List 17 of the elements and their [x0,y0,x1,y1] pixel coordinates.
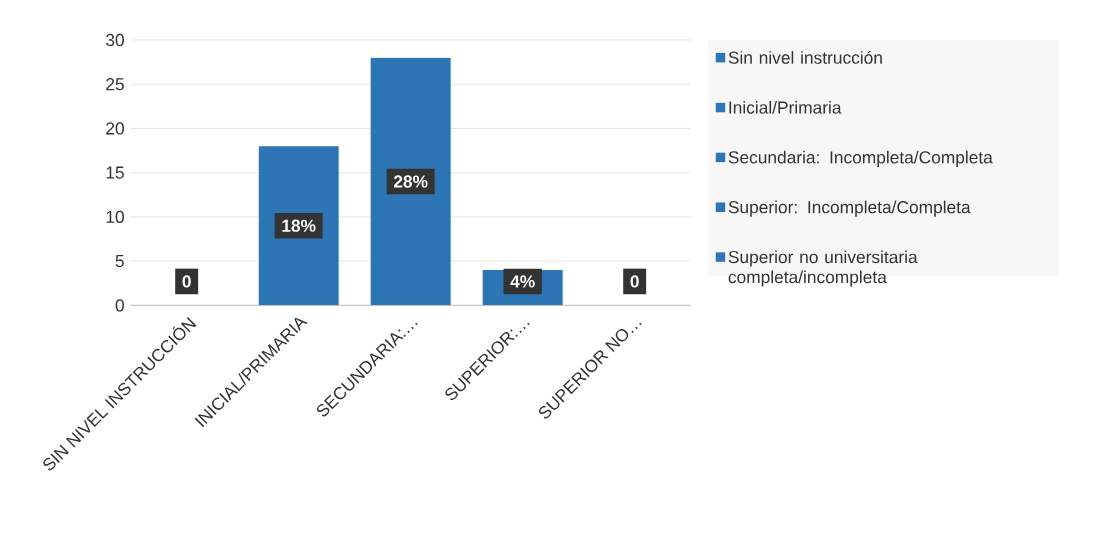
y-tick-label: 20 [106,122,124,135]
data-label: 18% [282,219,316,232]
legend-label: Superior: Incompleta/Completa [728,200,971,217]
y-tick-label: 25 [106,77,124,91]
y-tick-label: 30 [106,33,124,46]
data-label: 0 [182,275,191,288]
y-tick-label: 10 [106,210,124,223]
data-label: 4% [510,275,535,288]
data-label: 28% [393,175,428,188]
legend-label: Superior no universitaria completa/incompleta [728,250,918,287]
y-tick-label: 15 [106,166,124,179]
legend-label: Secundaria: Incompleta/Completa [728,150,993,167]
legend-label: Sin nivel instrucción [728,50,882,64]
y-tick-label: 5 [115,254,124,267]
y-tick-label: 0 [115,299,124,312]
legend-label: Inicial/Primaria [729,100,842,114]
data-label: 0 [630,275,639,288]
